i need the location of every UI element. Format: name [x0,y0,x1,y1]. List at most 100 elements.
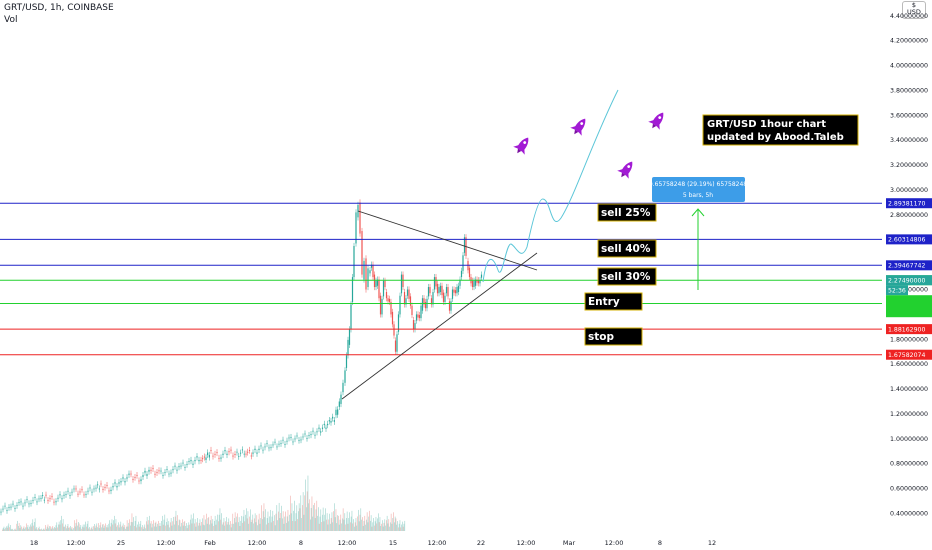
volume-bar [203,515,205,531]
volume-bar [106,525,108,531]
annotation-text: sell 30% [601,271,651,283]
rocket-icon [617,161,633,179]
candle-body [136,475,138,476]
candle-body [170,472,172,474]
candle-body [228,451,230,453]
price-label-bg [886,349,932,360]
volume-bar [367,522,369,531]
volume-bar [22,529,23,531]
volume-bar [84,524,86,531]
volume-bar [57,527,58,531]
volume-bar [270,522,272,531]
volume-bar [384,519,386,531]
volume-bar [310,507,312,531]
candle-body [272,444,274,446]
candle-body [238,455,240,457]
time-tick-label: 8 [658,539,662,547]
volume-bar [81,528,82,531]
volume-bar [322,507,324,531]
countdown-text: 52:36 [888,288,906,295]
candle-body [379,295,382,315]
candle-body [260,445,262,447]
volume-bar [381,523,382,531]
candle-body [148,469,150,472]
triangle-lower-line [341,252,538,400]
volume-bar [103,527,105,531]
volume-bar [78,522,79,531]
volume-bar [185,525,186,531]
volume-bar [335,509,337,531]
candle-body [286,440,288,442]
volume-bar [258,513,260,531]
volume-bar [163,519,165,531]
volume-bar [182,519,183,531]
volume-bar [48,528,50,531]
candle-body [178,466,180,468]
volume-bar [76,519,78,531]
volume-bar [82,526,83,531]
annotation-text: sell 25% [601,207,651,219]
volume-bar [362,517,363,531]
volume-bar [220,519,222,531]
volume-bar [96,523,98,531]
volume-bar [68,527,70,531]
candle-body [188,461,190,462]
volume-bar [289,514,290,531]
volume-bar [148,520,150,531]
volume-bar [402,526,404,531]
note-line2: updated by Abood.Taleb [707,132,844,143]
volume-bar [174,524,175,531]
candle-body [400,274,403,294]
volume-bar [174,516,176,531]
volume-bar [172,521,174,531]
volume-bar [243,509,245,531]
price-tick-label: 1.00000000 [890,436,928,443]
volume-bar [153,520,154,531]
volume-bar [273,520,274,531]
volume-bar [308,503,310,531]
candle-body [473,280,475,288]
time-tick-label: Mar [563,539,576,547]
candle-body [118,482,120,484]
volume-bar [354,522,356,531]
volume-bar [362,525,364,531]
volume-bar [302,492,304,531]
volume-bar [122,525,123,531]
candle-body [132,479,134,480]
candle-body [63,494,65,496]
candle-body [454,290,457,294]
volume-bar [169,527,170,531]
candle-body [218,457,220,459]
candle-body [350,304,352,330]
volume-bar [230,527,232,531]
currency-button[interactable]: $ USD [902,1,926,19]
candle-body [447,287,449,297]
projection-curve [482,89,619,283]
volume-bar [158,525,160,531]
candle-body [128,473,130,475]
volume-bar [29,526,30,531]
volume-bar [374,525,375,531]
candle-body [459,279,461,286]
volume-bar [34,522,35,531]
volume-bar [102,523,104,531]
candle-body [369,270,371,274]
volume-bar [124,525,126,531]
volume-bar [159,523,161,531]
volume-bar [138,521,139,531]
candle-body [323,423,325,426]
candle-body [154,473,156,475]
volume-bar [366,512,368,531]
candle-body [384,280,386,288]
volume-bar [189,524,190,531]
volume-bar [160,525,162,531]
volume-bar [249,516,250,531]
volume-bar [206,523,208,531]
candle-body [385,292,388,299]
candle-body [38,498,40,500]
volume-bar [214,520,215,531]
volume-bar [404,520,406,531]
volume-bar [322,514,323,531]
volume-bar [387,523,389,531]
